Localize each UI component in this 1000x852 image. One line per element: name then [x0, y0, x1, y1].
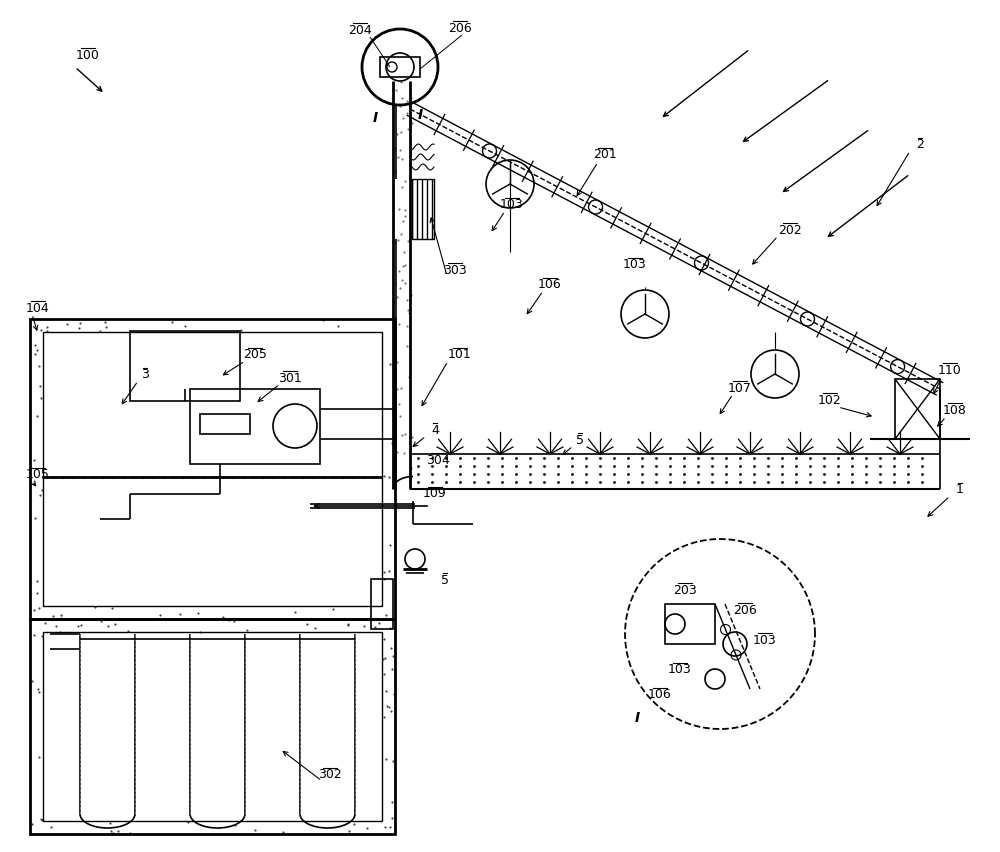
Text: 107: 107	[728, 381, 752, 394]
Text: 5: 5	[576, 433, 584, 446]
Bar	[43, 632, 382, 821]
Bar	[190, 389, 320, 464]
Text: 103: 103	[623, 258, 647, 271]
Bar	[200, 415, 250, 435]
Bar	[665, 604, 715, 644]
Text: 1: 1	[956, 483, 964, 496]
Text: 108: 108	[943, 403, 967, 416]
Text: 5: 5	[441, 573, 449, 586]
Text: 206: 206	[733, 603, 757, 616]
Text: 206: 206	[448, 21, 472, 34]
Text: 3: 3	[141, 368, 149, 381]
Bar	[30, 619, 395, 834]
Text: 301: 301	[278, 371, 302, 384]
Bar	[412, 180, 434, 239]
Text: 103: 103	[500, 199, 524, 211]
Text: 202: 202	[778, 223, 802, 236]
Bar	[895, 379, 940, 440]
Text: 201: 201	[593, 148, 617, 161]
Bar	[130, 331, 240, 401]
Text: 204: 204	[348, 24, 372, 37]
Text: I: I	[372, 111, 378, 125]
Text: 205: 205	[243, 348, 267, 361]
Text: 2: 2	[916, 138, 924, 152]
Text: 104: 104	[26, 301, 50, 314]
Text: 106: 106	[648, 688, 672, 700]
Bar	[43, 332, 382, 607]
Text: 106: 106	[538, 278, 562, 291]
Text: 109: 109	[423, 487, 447, 500]
Bar	[371, 579, 393, 630]
Bar	[30, 320, 395, 619]
Text: 100: 100	[76, 49, 100, 61]
Text: 304: 304	[426, 453, 450, 466]
Text: 110: 110	[938, 363, 962, 376]
Text: 103: 103	[753, 633, 777, 646]
Text: 101: 101	[448, 348, 472, 361]
Text: I: I	[635, 711, 640, 724]
Text: 203: 203	[673, 583, 697, 596]
Text: 103: 103	[668, 663, 692, 676]
Text: 4: 4	[431, 423, 439, 436]
Text: 302: 302	[318, 768, 342, 780]
Text: 105: 105	[26, 468, 50, 481]
Bar	[380, 58, 420, 78]
Text: 303: 303	[443, 263, 467, 276]
Text: 102: 102	[818, 393, 842, 406]
Text: I: I	[418, 108, 423, 122]
